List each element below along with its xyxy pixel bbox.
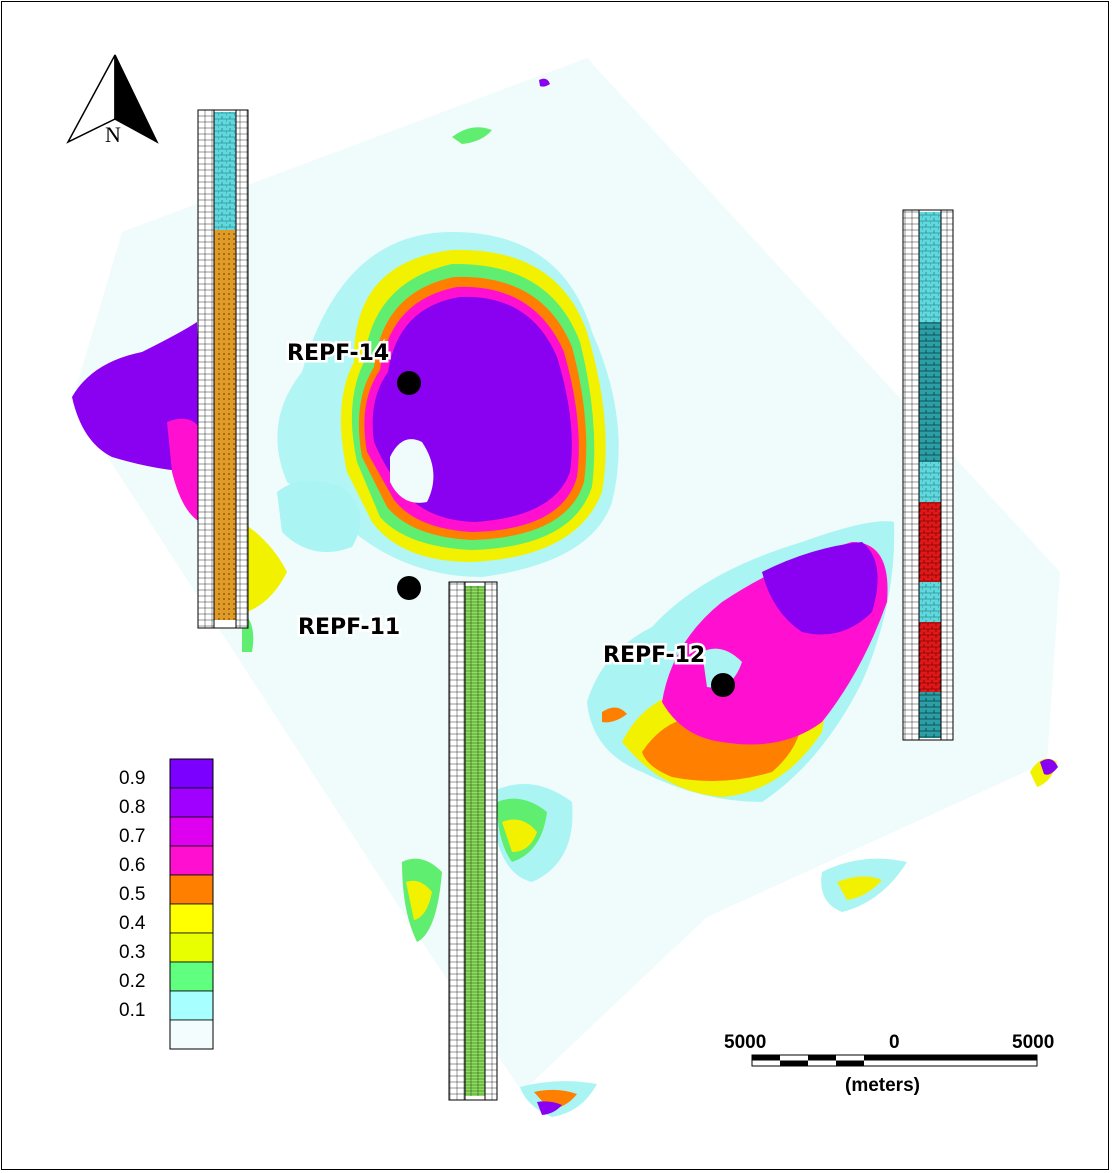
probability-map [72,78,1058,1117]
legend-swatch [169,816,214,847]
north-arrow-icon: N [66,54,159,147]
legend-label: 0.2 [119,971,146,992]
legend-label: 0.6 [119,855,146,876]
legend-swatch [169,961,214,992]
legend-swatch [169,758,214,789]
legend-swatch [169,874,214,905]
legend-label: 0.4 [119,913,146,934]
well-log-center [448,581,498,1101]
legend-swatch [169,903,214,934]
scale-right-label: 5000 [1012,1032,1054,1053]
well-label-repf-11: REPF-11 [298,615,400,640]
well-log-right [902,209,954,741]
legend-label: 0.7 [119,826,146,847]
southeastern-body-repf-12 [587,521,895,802]
northern-body-repf-14 [277,232,619,577]
legend-swatch [169,1019,214,1050]
legend-label: 0.9 [119,768,146,789]
legend-swatch [169,787,214,818]
legend-swatch [169,845,214,876]
scale-bar: 5000 0 5000 (meters) [724,1032,1054,1096]
legend-swatch [169,932,214,963]
well-repf-12[interactable]: REPF-12 [601,641,735,697]
well-repf-11[interactable]: REPF-11 [296,576,421,643]
well-marker-repf-14[interactable] [397,371,421,395]
well-label-repf-14: REPF-14 [287,341,389,366]
legend-label: 0.8 [119,797,146,818]
well-marker-repf-12[interactable] [711,673,735,697]
north-arrow-label: N [105,122,121,147]
legend-swatch [169,990,214,1021]
scale-center-label: 0 [889,1032,900,1053]
legend-color-bar [169,758,214,1050]
well-repf-14[interactable]: REPF-14 [285,339,421,395]
legend-label: 0.3 [119,942,146,963]
southern-patches [402,78,1058,1117]
well-marker-repf-11[interactable] [397,576,421,600]
legend-label: 0.1 [119,1000,146,1021]
scale-left-label: 5000 [724,1032,766,1053]
scale-unit-label: (meters) [845,1075,920,1096]
western-fragment [72,322,287,652]
well-label-repf-12: REPF-12 [603,643,705,668]
legend-label: 0.5 [119,884,146,905]
legend-border [169,758,214,1050]
well-log-left [197,109,249,629]
survey-area [72,58,1060,1092]
